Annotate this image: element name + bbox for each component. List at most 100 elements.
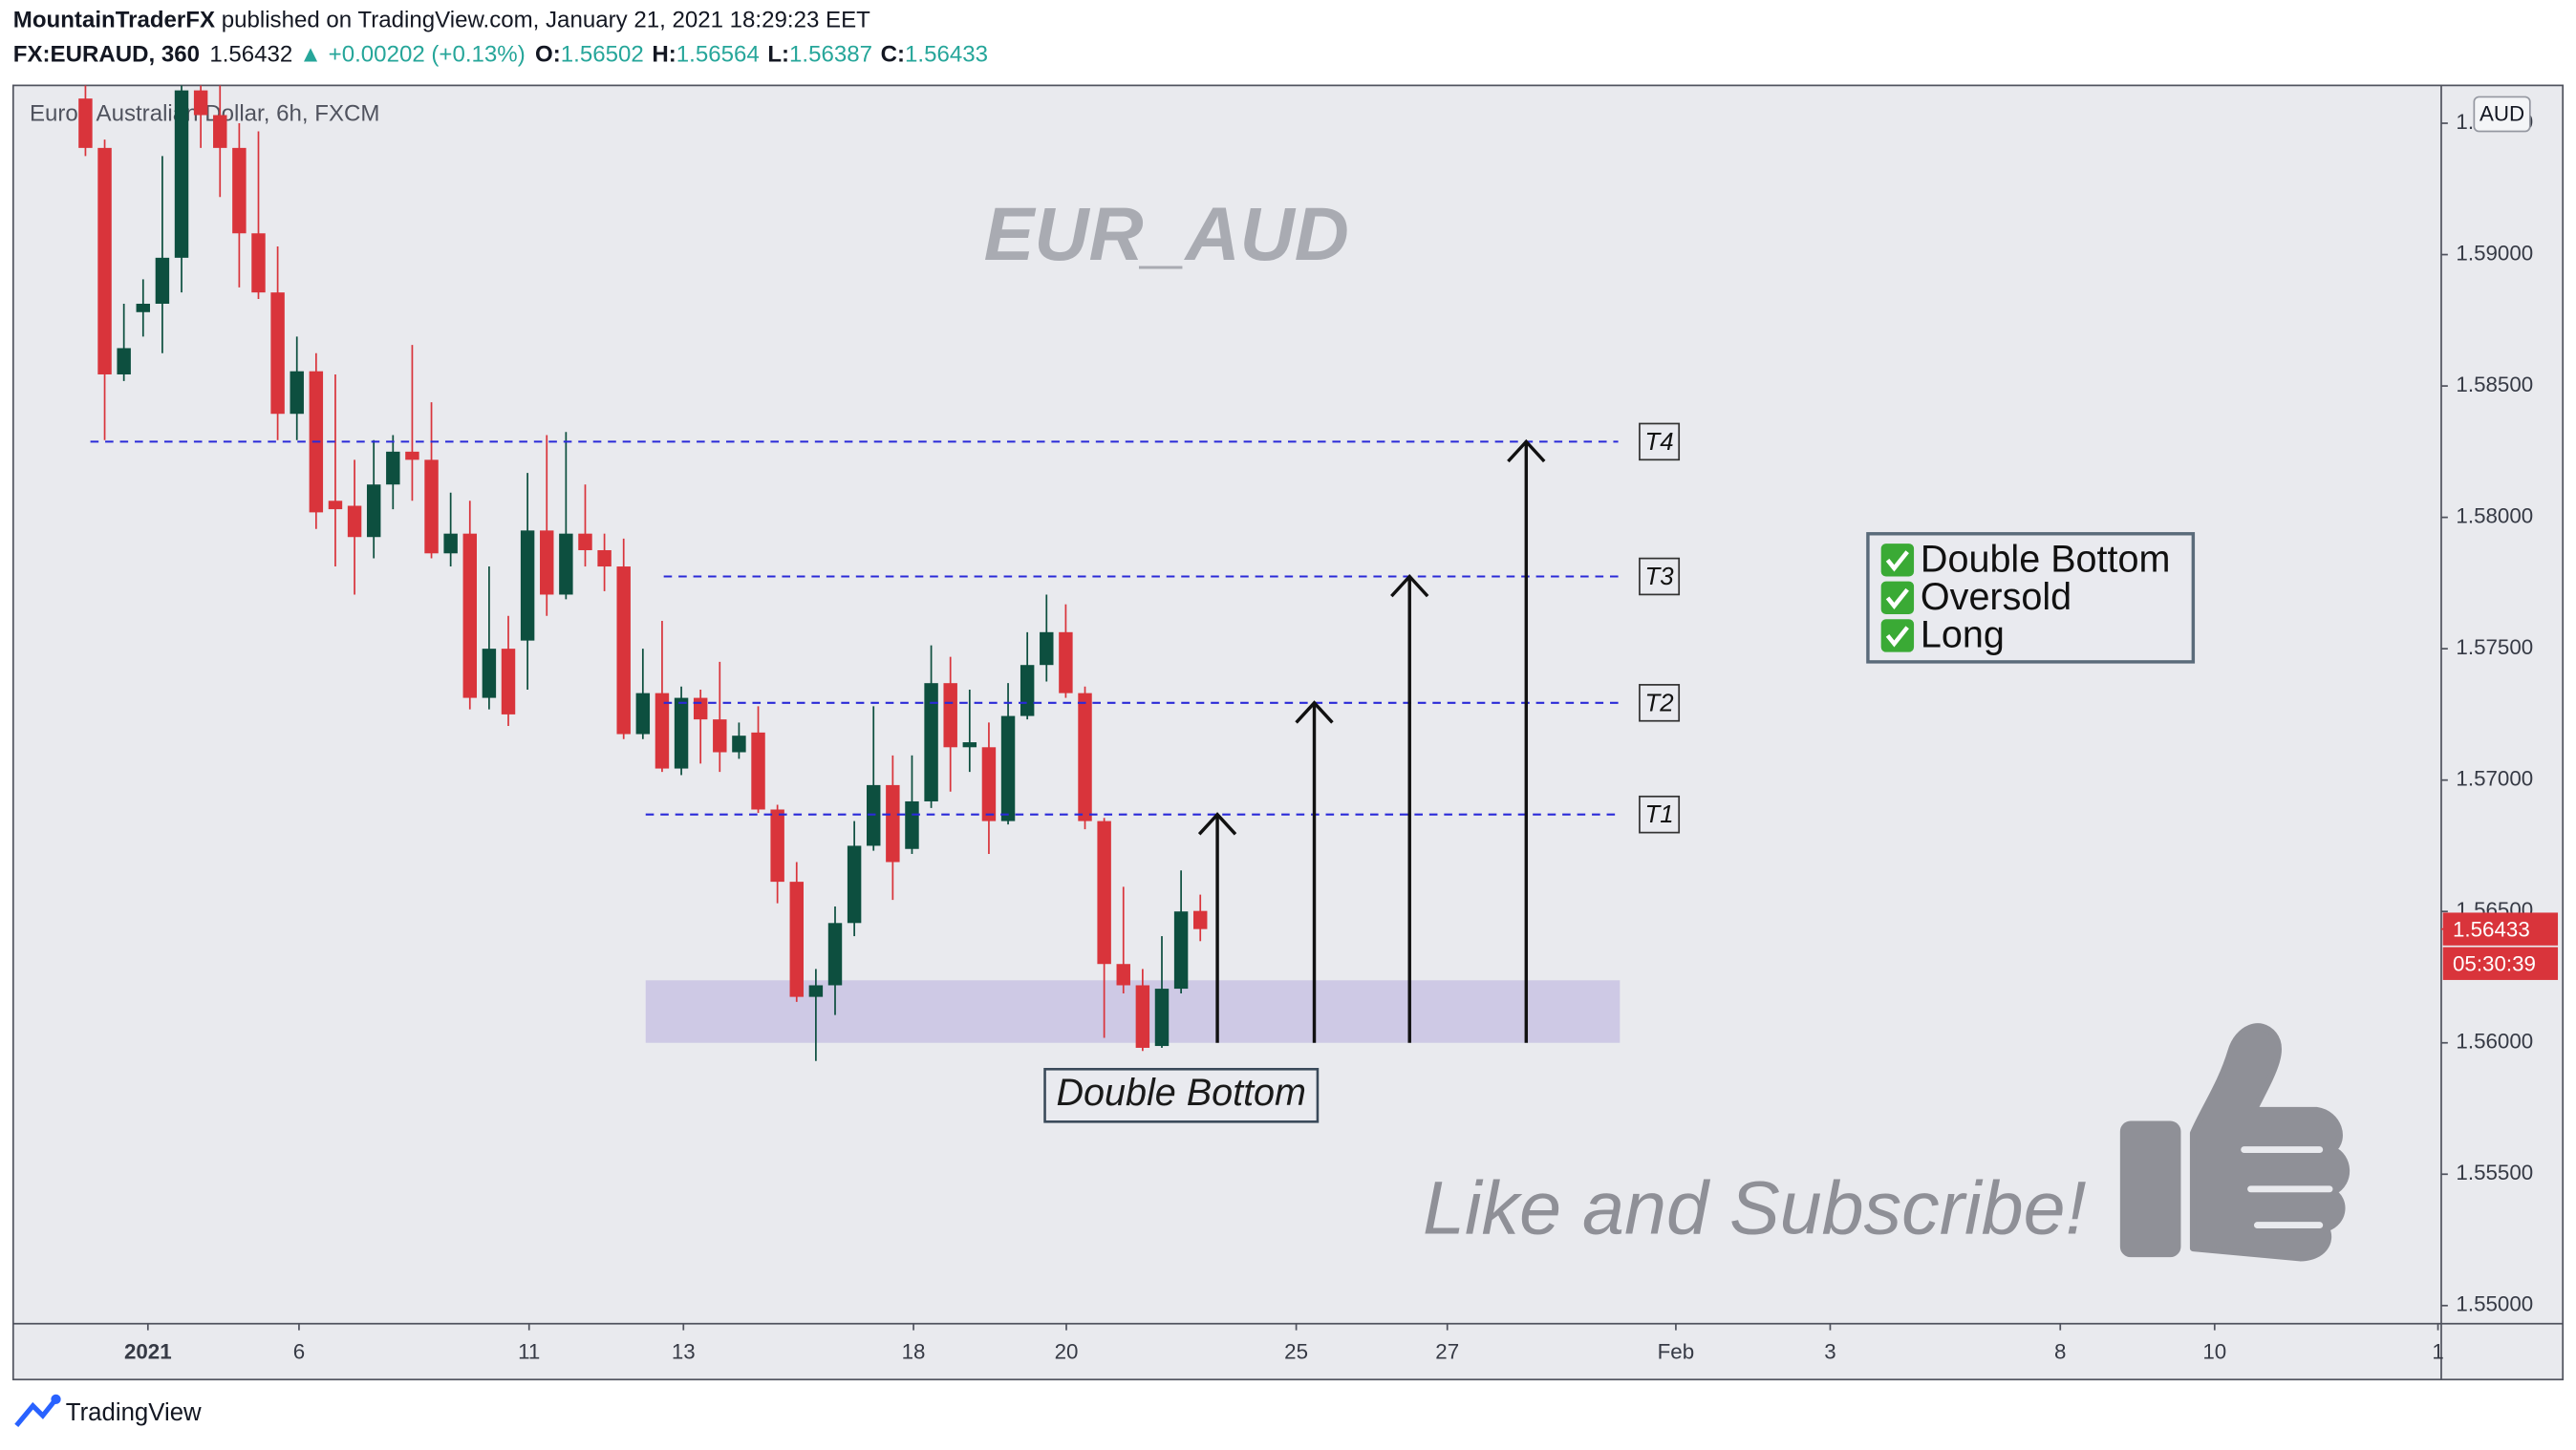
check-icon bbox=[1885, 587, 1909, 610]
candle-body bbox=[693, 697, 708, 720]
candle-body bbox=[117, 348, 131, 374]
candle-body bbox=[1040, 631, 1054, 666]
logo-mark bbox=[14, 1397, 58, 1428]
candle-body bbox=[559, 533, 573, 595]
candle-body bbox=[962, 742, 977, 748]
ohlc-value: 1.56387 bbox=[789, 42, 872, 68]
candle-body bbox=[732, 736, 746, 753]
candle-body bbox=[674, 697, 689, 769]
y-tick-label: 1.57000 bbox=[2456, 767, 2533, 791]
candle-body bbox=[1078, 693, 1092, 821]
candle-body bbox=[924, 683, 938, 801]
arrow-head bbox=[1390, 573, 1429, 598]
target-label: T2 bbox=[1645, 690, 1674, 716]
currency-label: AUD bbox=[2479, 101, 2524, 125]
target-label: T1 bbox=[1645, 801, 1674, 828]
candle-body bbox=[155, 257, 170, 304]
checklist-box bbox=[1866, 532, 2196, 664]
target-label-box bbox=[1639, 684, 1681, 722]
countdown-box bbox=[2442, 947, 2559, 980]
candle-body bbox=[520, 530, 535, 641]
drawings: T1 T2 T3 T4 bbox=[90, 422, 1681, 1043]
candle-body bbox=[1097, 821, 1111, 965]
x-tick-label: 20 bbox=[1055, 1340, 1079, 1364]
currency-box bbox=[2473, 96, 2531, 133]
ohlc-label: C: bbox=[881, 42, 905, 68]
y-tick-label: 1.55500 bbox=[2456, 1161, 2533, 1184]
check-icons bbox=[1880, 544, 1915, 652]
candle-body bbox=[827, 923, 843, 986]
x-tick-label: Feb bbox=[1658, 1340, 1695, 1364]
candle-body bbox=[270, 292, 285, 415]
candle-body bbox=[97, 147, 112, 374]
candle-body bbox=[328, 501, 343, 510]
check-icon bbox=[1880, 544, 1915, 577]
zone-label: Double Bottom bbox=[1056, 1072, 1306, 1114]
y-tick-label: 1.57500 bbox=[2456, 635, 2533, 659]
author: MountainTraderFX bbox=[13, 8, 215, 33]
candle-body bbox=[386, 451, 400, 485]
candle-body bbox=[482, 649, 497, 698]
x-tick-label: 11 bbox=[518, 1340, 540, 1364]
candle-body bbox=[136, 303, 151, 312]
candle-body bbox=[713, 719, 727, 753]
candle-body bbox=[347, 505, 362, 538]
candle-body bbox=[1020, 665, 1035, 716]
target-label-box bbox=[1639, 795, 1681, 834]
candle-body bbox=[405, 451, 419, 460]
candles bbox=[78, 85, 1208, 1061]
candle-body bbox=[366, 484, 381, 538]
check-icon bbox=[1885, 626, 1909, 648]
candle-body bbox=[886, 784, 900, 863]
arrow-head bbox=[1295, 700, 1334, 724]
candle-body bbox=[290, 371, 304, 415]
checklist-item: Oversold bbox=[1921, 576, 2072, 618]
candle-body bbox=[1059, 631, 1073, 693]
candle-body bbox=[1192, 910, 1208, 929]
symbol: FX:EURAUD, 360 bbox=[13, 42, 200, 68]
candle-body bbox=[78, 98, 93, 148]
double-bottom-zone bbox=[645, 980, 1621, 1043]
y-tick-label: 1.56000 bbox=[2456, 1030, 2533, 1054]
ohlc-label: H: bbox=[652, 42, 676, 68]
candle-body bbox=[635, 693, 651, 735]
thumb-hand bbox=[2189, 1023, 2351, 1262]
target-label-box bbox=[1639, 557, 1681, 596]
candle-body bbox=[770, 809, 784, 883]
candle-body bbox=[808, 985, 824, 997]
x-tick-label: 2021 bbox=[124, 1340, 172, 1364]
checklist-item: Double Bottom bbox=[1921, 538, 2171, 580]
arrow-head bbox=[1197, 812, 1237, 836]
candle-body bbox=[847, 845, 862, 924]
thumbs-up-icon bbox=[2119, 1023, 2351, 1262]
zone-label-box bbox=[1043, 1067, 1320, 1123]
footer-text: TradingView bbox=[66, 1399, 202, 1426]
candle-body bbox=[1173, 911, 1189, 990]
thumb-cuff bbox=[2119, 1120, 2181, 1258]
candle-body bbox=[616, 566, 631, 735]
thumb-fingers bbox=[2241, 1146, 2333, 1229]
candle-body bbox=[578, 533, 592, 550]
target-label: T3 bbox=[1645, 564, 1675, 590]
x-tick-label: 13 bbox=[672, 1340, 696, 1364]
symbol-line: FX:EURAUD, 360 1.56432 ▲ +0.00202 (+0.13%)… bbox=[13, 42, 988, 68]
logo-mark bbox=[51, 1394, 61, 1405]
call-to-action: Like and Subscribe! bbox=[1423, 1164, 2087, 1249]
arrow-head bbox=[1507, 438, 1546, 463]
candle-body bbox=[1116, 964, 1130, 986]
candle-body bbox=[943, 683, 957, 748]
target-label-box bbox=[1639, 422, 1681, 461]
y-tick-label: 1.55000 bbox=[2456, 1292, 2533, 1316]
change: ▲ +0.00202 (+0.13%) bbox=[299, 42, 526, 68]
x-tick-label: 25 bbox=[1284, 1340, 1308, 1364]
x-tick-label: 1 bbox=[2432, 1340, 2443, 1364]
countdown-label: 05:30:39 bbox=[2453, 951, 2536, 975]
watermark: EUR_AUD bbox=[984, 191, 1349, 276]
ohlc-value: 1.56502 bbox=[561, 42, 644, 68]
candle-body bbox=[424, 459, 439, 554]
candle-body bbox=[193, 90, 208, 116]
footer-logo bbox=[14, 1394, 61, 1428]
candle-body bbox=[1000, 715, 1016, 821]
last-price-label: 1.56433 bbox=[2453, 917, 2530, 941]
